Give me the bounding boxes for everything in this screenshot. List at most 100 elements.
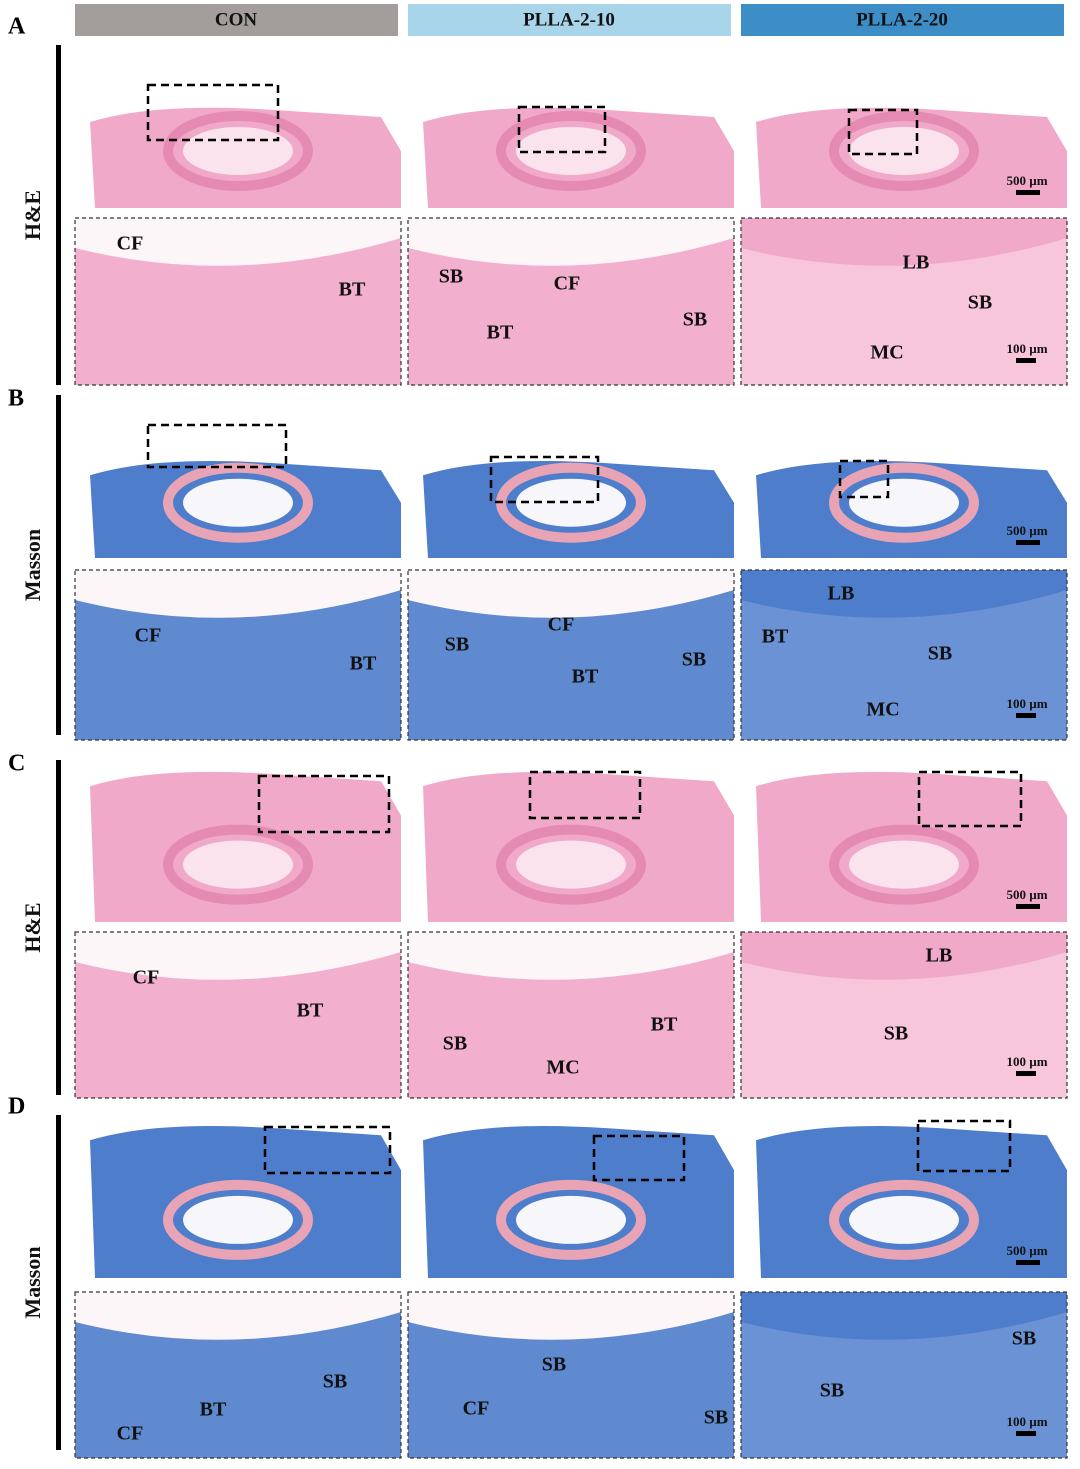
tissue-zoom-region bbox=[741, 590, 1067, 740]
region-label: SB bbox=[445, 634, 469, 656]
bone-ring bbox=[829, 824, 979, 905]
zoom-border bbox=[74, 217, 402, 386]
tissue-zoom-region bbox=[75, 590, 401, 740]
bone-ring bbox=[829, 462, 979, 543]
zoom-border bbox=[740, 217, 1068, 386]
scale-label: 500 µm bbox=[1006, 523, 1047, 538]
bone-ring bbox=[829, 1179, 979, 1260]
bone-ring bbox=[163, 824, 313, 905]
inset-box bbox=[489, 455, 600, 504]
region-label: BT bbox=[572, 666, 599, 688]
region-label: MC bbox=[870, 342, 903, 364]
region-label: BT bbox=[487, 322, 514, 344]
panel-letter: D bbox=[8, 1094, 25, 1120]
scale-label: 100 µm bbox=[1006, 341, 1047, 356]
marrow bbox=[516, 1195, 626, 1244]
region-label: BT bbox=[350, 653, 377, 675]
marrow bbox=[849, 1195, 959, 1244]
column-header-bar bbox=[408, 4, 731, 36]
bone-ring bbox=[829, 110, 979, 191]
region-label: SB bbox=[542, 1354, 566, 1376]
inset-box bbox=[916, 1119, 1012, 1173]
tissue-zoom-region bbox=[741, 238, 1067, 385]
scale-bar bbox=[1016, 904, 1040, 909]
region-label: CF bbox=[463, 1398, 490, 1420]
bone-ring bbox=[163, 1179, 313, 1260]
zoom-border bbox=[740, 1291, 1068, 1459]
region-label: CF bbox=[117, 233, 144, 255]
region-label: CF bbox=[117, 1423, 144, 1445]
region-label: MC bbox=[866, 699, 899, 721]
panel-letter: B bbox=[8, 386, 24, 412]
marrow bbox=[183, 1195, 293, 1244]
scale-label: 100 µm bbox=[1006, 696, 1047, 711]
region-label: LB bbox=[926, 945, 953, 967]
region-label: CF bbox=[548, 614, 575, 636]
tissue-zoom-region bbox=[408, 952, 734, 1098]
bone-ring bbox=[496, 110, 646, 191]
column-header: PLLA-2-10 bbox=[523, 9, 615, 30]
row-label: H&E bbox=[20, 902, 45, 952]
region-label: SB bbox=[928, 643, 952, 665]
region-label: MC bbox=[546, 1057, 579, 1079]
tissue-zoom-region bbox=[408, 1312, 734, 1458]
row-bar bbox=[56, 760, 61, 1095]
inset-box bbox=[528, 770, 642, 820]
row-bar bbox=[56, 45, 61, 385]
scale-label: 500 µm bbox=[1006, 1243, 1047, 1258]
scale-bar bbox=[1016, 190, 1040, 195]
region-label: SB bbox=[884, 1023, 908, 1045]
marrow bbox=[849, 840, 959, 889]
scale-bar bbox=[1016, 1071, 1036, 1076]
row-label: H&E bbox=[20, 190, 45, 240]
zoom-border bbox=[407, 569, 735, 741]
marrow bbox=[183, 126, 293, 175]
inset-box bbox=[146, 83, 280, 142]
scale-bar bbox=[1016, 713, 1036, 718]
tissue-zoom-region bbox=[75, 238, 401, 385]
zoom-border bbox=[740, 931, 1068, 1099]
scale-bar bbox=[1016, 540, 1040, 545]
region-label: CF bbox=[133, 967, 160, 989]
zoom-border bbox=[407, 931, 735, 1099]
tissue-zoom-region bbox=[75, 1312, 401, 1458]
scale-bar bbox=[1016, 358, 1036, 363]
inset-box bbox=[517, 105, 607, 154]
region-label: CF bbox=[554, 273, 581, 295]
region-label: SB bbox=[682, 649, 706, 671]
region-label: SB bbox=[820, 1380, 844, 1402]
region-label: LB bbox=[903, 252, 930, 274]
row-bar bbox=[56, 1115, 61, 1450]
region-label: SB bbox=[704, 1407, 728, 1429]
tissue-zoom-region bbox=[408, 238, 734, 385]
region-label: SB bbox=[323, 1371, 347, 1393]
tissue-zoom-region bbox=[408, 590, 734, 740]
column-header: CON bbox=[215, 9, 258, 30]
marrow bbox=[849, 126, 959, 175]
region-label: SB bbox=[439, 266, 463, 288]
zoom-border bbox=[407, 217, 735, 386]
inset-box bbox=[257, 774, 391, 834]
bone-ring bbox=[496, 1179, 646, 1260]
bone-ring bbox=[496, 824, 646, 905]
marrow bbox=[183, 478, 293, 527]
marrow bbox=[849, 478, 959, 527]
region-label: BT bbox=[200, 1399, 227, 1421]
zoom-border bbox=[74, 931, 402, 1099]
zoom-border bbox=[74, 1291, 402, 1459]
tissue-zoom-region bbox=[741, 952, 1067, 1098]
tissue-zoom-region bbox=[75, 952, 401, 1098]
marrow bbox=[516, 478, 626, 527]
scale-bar bbox=[1016, 1260, 1040, 1265]
column-header-bar bbox=[75, 4, 398, 36]
inset-box bbox=[146, 423, 288, 469]
scale-label: 500 µm bbox=[1006, 887, 1047, 902]
panel-letter: C bbox=[8, 751, 25, 777]
row-label: Masson bbox=[20, 1246, 45, 1318]
region-label: BT bbox=[762, 626, 789, 648]
region-label: LB bbox=[828, 583, 855, 605]
scale-label: 500 µm bbox=[1006, 173, 1047, 188]
column-header: PLLA-2-20 bbox=[856, 9, 948, 30]
region-label: SB bbox=[443, 1033, 467, 1055]
